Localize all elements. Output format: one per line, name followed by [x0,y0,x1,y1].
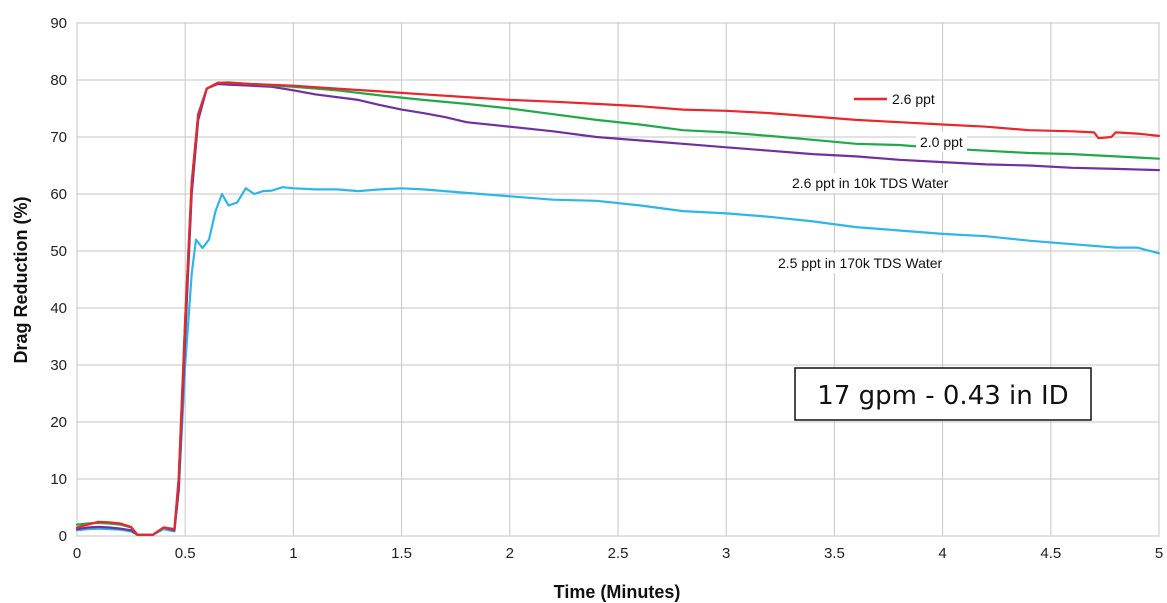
label-background [916,132,967,152]
grid-lines [76,22,1160,537]
y-tick-label: 80 [50,72,67,89]
series-label-text: 2.6 ppt in 10k TDS Water [792,175,949,191]
series-label-3: 2.6 ppt in 10k TDS Water [788,173,953,193]
y-tick-label: 60 [50,186,67,203]
x-tick-label: 4.5 [1040,545,1061,562]
series-label-1: 2.6 ppt [854,91,935,107]
annotation-box: 17 gpm - 0.43 in ID [794,367,1092,421]
x-tick-label: 0.5 [175,545,196,562]
y-tick-label: 70 [50,129,67,146]
x-tick-label: 1.5 [391,545,412,562]
series-label-text: 2.6 ppt [892,91,935,107]
series-label-2: 2.0 ppt [916,132,967,152]
series-label-4: 2.5 ppt in 170k TDS Water [774,253,947,273]
series-line-1 [75,81,1161,537]
y-tick-label: 50 [50,243,67,260]
annotation-text: 17 gpm - 0.43 in ID [817,381,1068,411]
y-tick-label: 40 [50,300,67,317]
series-label-text: 2.5 ppt in 170k TDS Water [778,255,943,271]
label-background [774,253,947,273]
y-tick-label: 30 [50,357,67,374]
y-tick-label: 90 [50,15,67,32]
x-tick-label: 3.5 [824,545,845,562]
x-axis-title: Time (Minutes) [554,582,681,602]
y-tick-label: 10 [50,471,67,488]
series-line-4 [75,186,1161,537]
series-lines [75,81,1161,537]
x-tick-label: 4 [938,545,946,562]
x-tick-label: 3 [722,545,730,562]
x-tick-label: 2 [506,545,514,562]
y-axis-title: Drag Reduction (%) [11,196,31,363]
y-axis-tick-labels: 0 10 20 30 40 50 60 70 80 90 [50,15,67,545]
label-background [788,173,953,193]
x-tick-label: 1 [289,545,297,562]
y-tick-label: 0 [59,528,67,545]
y-tick-label: 20 [50,414,67,431]
x-tick-label: 5 [1155,545,1163,562]
x-axis-tick-labels: 0 0.5 1 1.5 2 2.5 3 3.5 4 4.5 5 [73,545,1163,562]
series-labels: 2.6 ppt 2.0 ppt 2.6 ppt in 10k TDS Water 2.… [774,91,967,273]
series-label-text: 2.0 ppt [920,134,963,150]
x-tick-label: 2.5 [608,545,629,562]
x-tick-label: 0 [73,545,81,562]
